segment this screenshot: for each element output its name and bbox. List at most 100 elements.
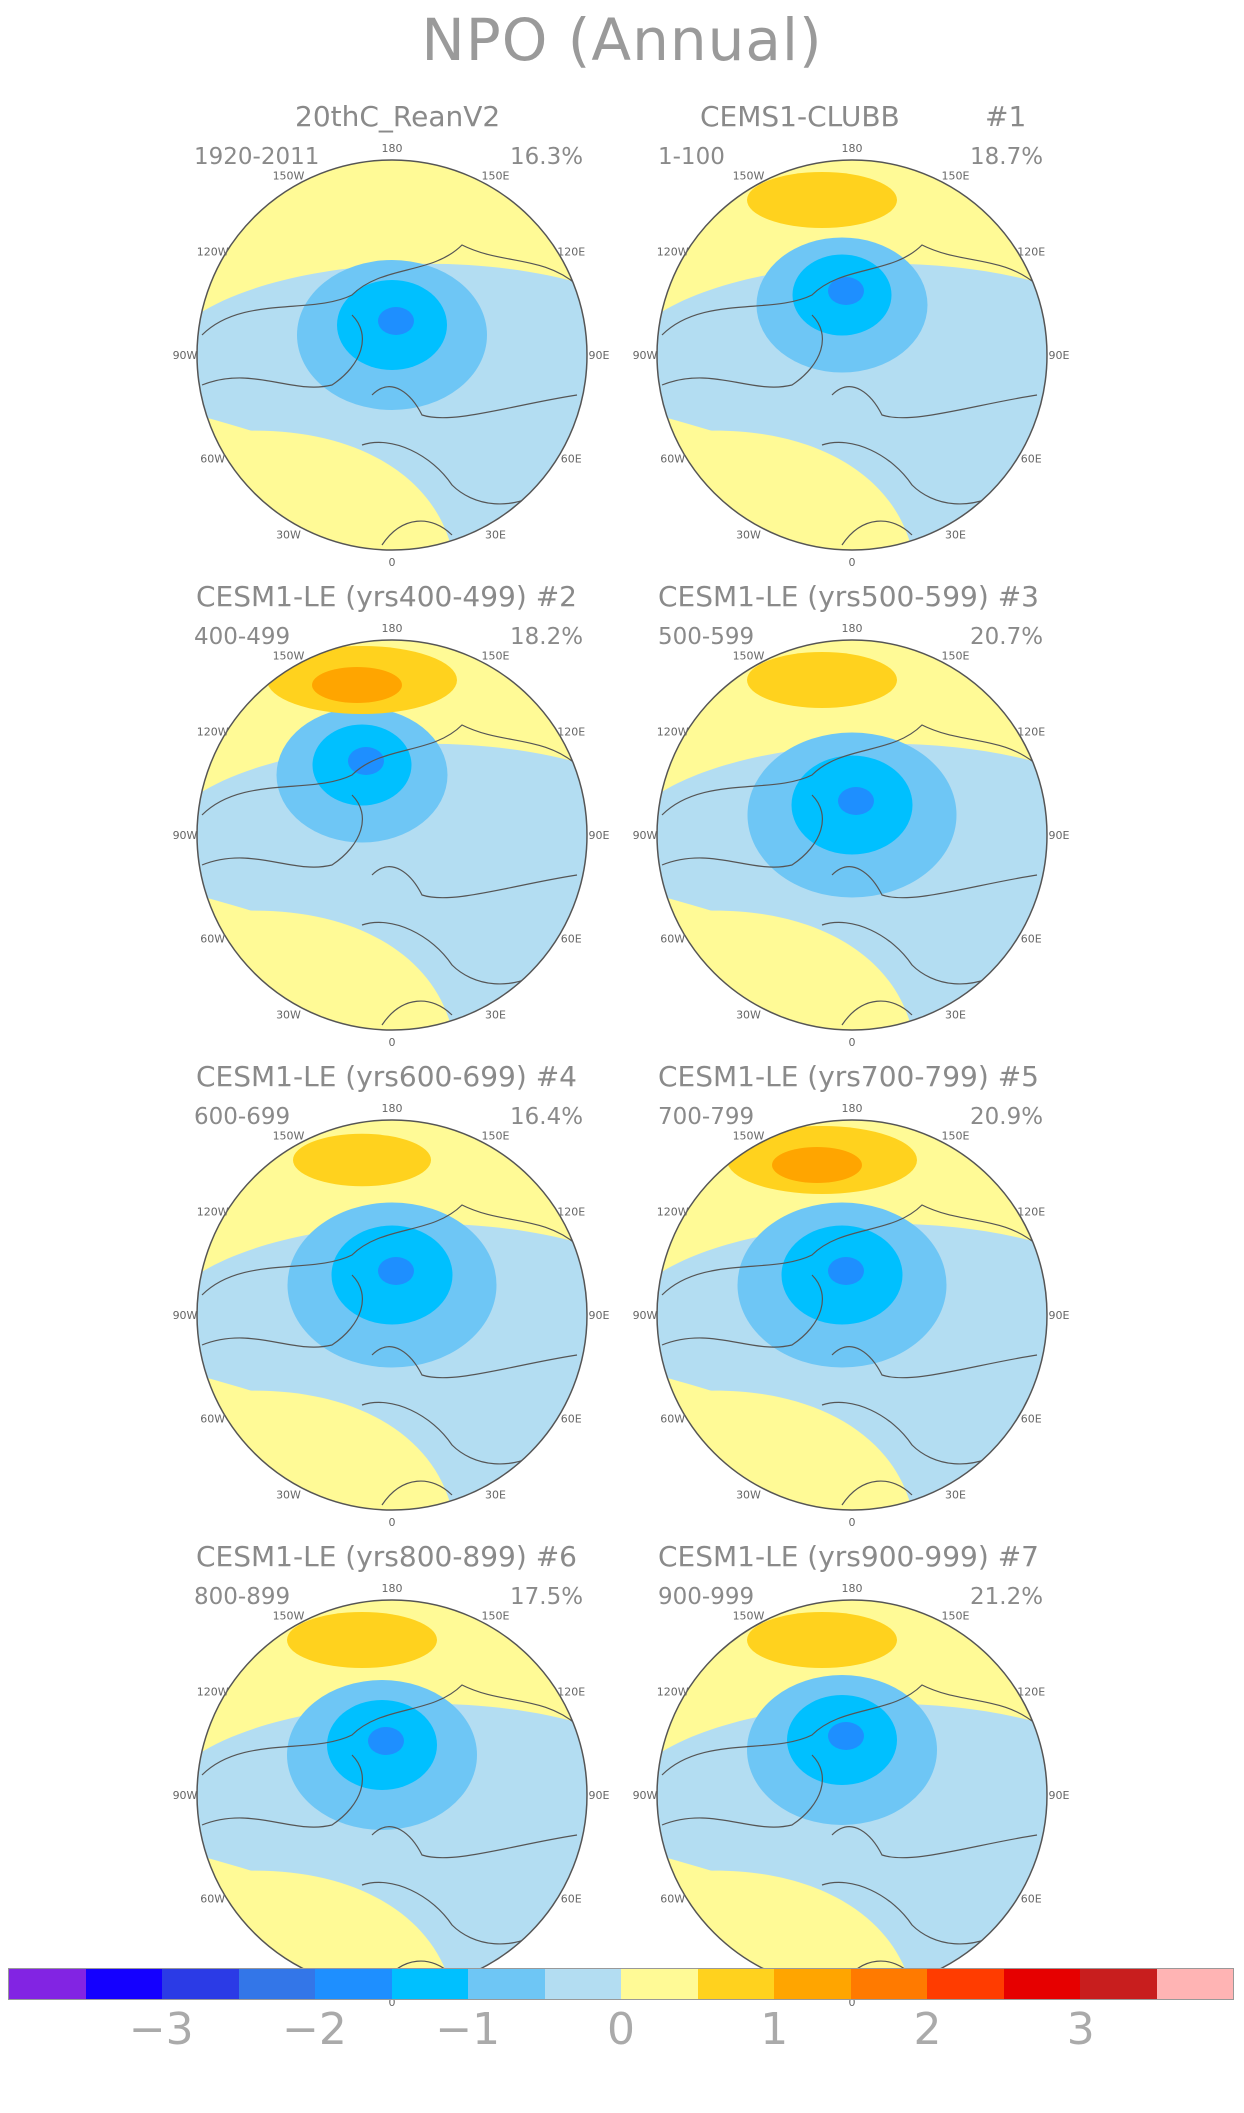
longitude-label: 180 bbox=[842, 142, 863, 155]
coastline bbox=[361, 921, 553, 1026]
panel-variance-pct: 20.9% bbox=[970, 1104, 1044, 1130]
longitude-label: 120E bbox=[1017, 246, 1045, 259]
longitude-label: 60W bbox=[660, 453, 685, 466]
longitude-label: 60W bbox=[200, 1413, 225, 1426]
longitude-label: 30W bbox=[276, 1488, 301, 1501]
longitude-label: 150W bbox=[733, 1130, 765, 1143]
longitude-label: 30E bbox=[485, 1488, 506, 1501]
map-panel-6: CESM1-LE (yrs700-799) #5 700-799 20.9% bbox=[640, 1060, 1200, 1535]
longitude-label: 120W bbox=[657, 1686, 689, 1699]
longitude-label: 90E bbox=[589, 349, 610, 362]
longitude-label: 120E bbox=[557, 246, 585, 259]
anomaly-field-moderate-positive bbox=[747, 652, 897, 708]
longitude-label: 90W bbox=[633, 1789, 658, 1802]
coastline bbox=[361, 441, 553, 546]
colorbar-tick-label: 1 bbox=[760, 2004, 789, 2055]
anomaly-field-core-negative bbox=[838, 787, 874, 815]
panel-title: CEMS1-CLUBB bbox=[700, 100, 900, 133]
longitude-label: 0 bbox=[849, 1036, 856, 1049]
coastline bbox=[201, 314, 578, 419]
longitude-label: 90E bbox=[1049, 829, 1070, 842]
longitude-label: 90E bbox=[589, 829, 610, 842]
colorbar-swatch bbox=[391, 1969, 468, 1999]
anomaly-field-moderate-positive bbox=[747, 172, 897, 228]
anomaly-field-core-negative bbox=[828, 277, 864, 305]
longitude-label: 180 bbox=[842, 1102, 863, 1115]
longitude-label: 150E bbox=[942, 1610, 970, 1623]
map-boundary bbox=[656, 639, 1048, 1031]
anomaly-field-core-negative bbox=[828, 1257, 864, 1285]
panel-years: 500-599 bbox=[658, 624, 755, 650]
longitude-label: 150W bbox=[733, 170, 765, 183]
longitude-label: 60E bbox=[1021, 1413, 1042, 1426]
panel-title: CESM1-LE (yrs800-899) #6 bbox=[196, 1540, 577, 1573]
coastline bbox=[821, 921, 1013, 1026]
map-disk bbox=[657, 160, 1047, 550]
longitude-label: 180 bbox=[382, 1582, 403, 1595]
panel-years: 700-799 bbox=[658, 1104, 755, 1130]
longitude-label: 90W bbox=[173, 1789, 198, 1802]
map-disk bbox=[657, 1600, 1047, 1990]
longitude-label: 60W bbox=[660, 1413, 685, 1426]
map-disk bbox=[197, 640, 587, 1030]
panel-variance-pct: 16.3% bbox=[510, 144, 584, 170]
longitude-label: 180 bbox=[382, 142, 403, 155]
panel-variance-pct: 16.4% bbox=[510, 1104, 584, 1130]
map-disk bbox=[197, 1600, 587, 1990]
longitude-label: 150W bbox=[273, 1130, 305, 1143]
longitude-label: 0 bbox=[389, 1996, 396, 2009]
longitude-label: 90E bbox=[589, 1789, 610, 1802]
longitude-label: 150W bbox=[273, 170, 305, 183]
longitude-label: 150E bbox=[942, 1130, 970, 1143]
anomaly-field-moderate-positive bbox=[287, 1612, 437, 1668]
map-boundary bbox=[196, 639, 588, 1031]
colorbar-swatch bbox=[468, 1969, 545, 1999]
anomaly-field-core-negative bbox=[378, 307, 414, 335]
coastline bbox=[821, 1401, 1013, 1506]
panel-title: CESM1-LE (yrs700-799) #5 bbox=[658, 1060, 1039, 1093]
longitude-label: 30W bbox=[276, 528, 301, 541]
map-boundary bbox=[656, 159, 1048, 551]
map-boundary bbox=[656, 1119, 1048, 1511]
coastline bbox=[661, 244, 1038, 336]
longitude-label: 150E bbox=[482, 650, 510, 663]
longitude-label: 30E bbox=[485, 1008, 506, 1021]
longitude-label: 90E bbox=[1049, 1789, 1070, 1802]
map-panel-7: CESM1-LE (yrs800-899) #6 800-899 17.5% bbox=[180, 1540, 740, 2015]
longitude-label: 150E bbox=[482, 1610, 510, 1623]
map-panel-5: CESM1-LE (yrs600-699) #4 600-699 16.4% bbox=[180, 1060, 740, 1535]
longitude-label: 150E bbox=[942, 170, 970, 183]
map-disk bbox=[197, 1120, 587, 1510]
longitude-label: 30W bbox=[736, 528, 761, 541]
longitude-label: 90W bbox=[173, 829, 198, 842]
panel-title: CESM1-LE (yrs500-599) #3 bbox=[658, 580, 1039, 613]
longitude-label: 90W bbox=[633, 349, 658, 362]
coastline bbox=[661, 724, 1038, 816]
longitude-label: 90W bbox=[173, 349, 198, 362]
longitude-label: 120W bbox=[657, 726, 689, 739]
colorbar-tick-label: −3 bbox=[128, 2004, 194, 2055]
longitude-label: 60E bbox=[1021, 933, 1042, 946]
coastline bbox=[201, 1274, 578, 1379]
longitude-label: 0 bbox=[849, 556, 856, 569]
figure-title: NPO (Annual) bbox=[421, 6, 823, 74]
colorbar-swatch bbox=[850, 1969, 927, 1999]
longitude-label: 180 bbox=[382, 622, 403, 635]
map-boundary bbox=[196, 1119, 588, 1511]
longitude-label: 90E bbox=[589, 1309, 610, 1322]
longitude-label: 90W bbox=[633, 1309, 658, 1322]
longitude-label: 120E bbox=[1017, 1206, 1045, 1219]
longitude-label: 0 bbox=[389, 556, 396, 569]
coastline bbox=[661, 1274, 1038, 1379]
longitude-label: 150E bbox=[482, 170, 510, 183]
longitude-label: 60W bbox=[660, 1893, 685, 1906]
longitude-label: 180 bbox=[842, 1582, 863, 1595]
longitude-label: 60E bbox=[561, 453, 582, 466]
longitude-label: 120W bbox=[657, 1206, 689, 1219]
longitude-label: 60W bbox=[660, 933, 685, 946]
longitude-label: 150W bbox=[733, 1610, 765, 1623]
longitude-label: 0 bbox=[389, 1036, 396, 1049]
longitude-label: 120W bbox=[657, 246, 689, 259]
longitude-label: 180 bbox=[382, 1102, 403, 1115]
colorbar-swatch bbox=[927, 1969, 1004, 1999]
